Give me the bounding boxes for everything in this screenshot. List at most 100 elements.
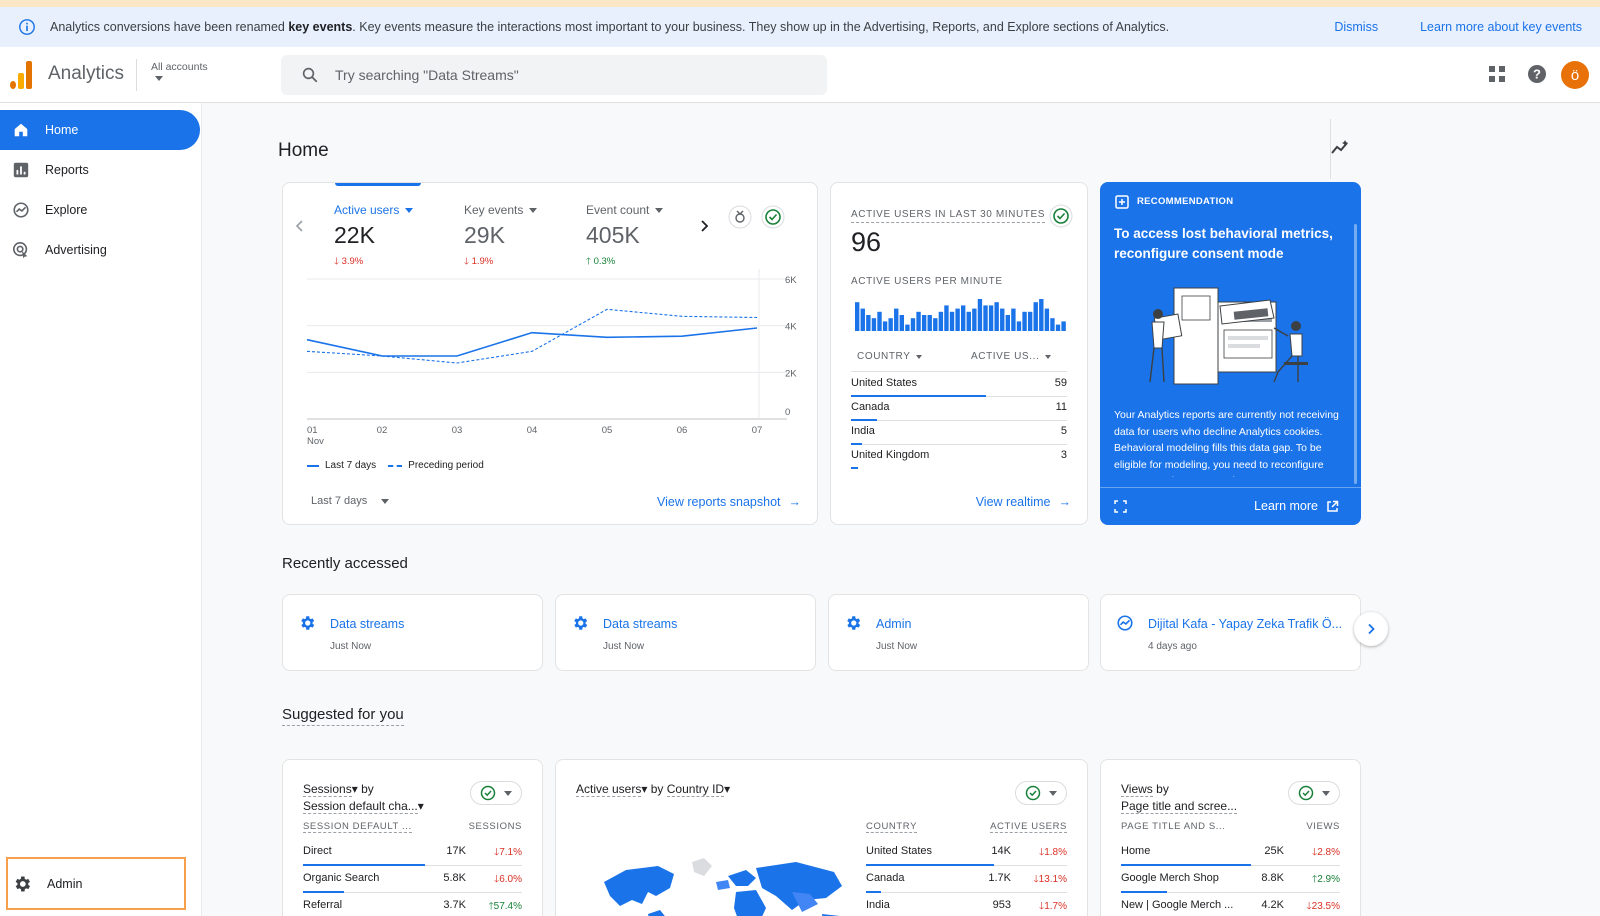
share-bar: [851, 467, 858, 469]
recent-item-time: Just Now: [603, 641, 645, 652]
table-row: Home 25K 🡓2.8%: [1121, 839, 1340, 866]
expand-icon[interactable]: [1114, 500, 1127, 513]
metric-change: 🡑 0.3%: [586, 256, 616, 267]
suggested-title: Suggested for you: [282, 706, 404, 726]
recent-item[interactable]: Data streams Just Now: [555, 594, 816, 671]
metric-key-events[interactable]: Key events 29K 🡓 1.9%: [464, 203, 538, 270]
sidebar-item-admin[interactable]: Admin: [6, 857, 186, 910]
minute-bar: [944, 305, 949, 331]
recent-item-title: Admin: [876, 617, 912, 631]
check-circle-icon[interactable]: [761, 205, 785, 229]
info-banner: Analytics conversions have been renamed …: [0, 7, 1600, 47]
table-row: New | Google Merch ... 4.2K 🡓23.5%: [1121, 899, 1340, 912]
chevron-right-icon[interactable]: [697, 219, 711, 233]
per-minute-bars: [855, 299, 1066, 331]
card-title[interactable]: Sessions▾ by Session default cha...▾: [303, 782, 424, 814]
minute-bar: [905, 324, 910, 331]
recommendation-headline: To access lost behavioral metrics, recon…: [1114, 226, 1333, 261]
learn-more-key-events-link[interactable]: Learn more about key events: [1420, 20, 1582, 34]
metric-label: Active users: [334, 203, 400, 217]
card-options[interactable]: [1015, 781, 1067, 805]
card-title[interactable]: Views by Page title and scree...: [1121, 782, 1238, 814]
minute-bar: [860, 308, 865, 331]
view-realtime-link[interactable]: View realtime →: [975, 495, 1072, 509]
chevron-left-icon[interactable]: [293, 219, 307, 233]
table-row: United Kingdom 3: [851, 445, 1067, 469]
recommendation-body: Your Analytics reports are currently not…: [1114, 409, 1339, 477]
help-icon[interactable]: ?: [1526, 63, 1548, 85]
table-row: United States 59: [851, 373, 1067, 397]
share-bar: [851, 443, 863, 445]
minute-bar: [988, 305, 994, 331]
avatar[interactable]: ö: [1561, 61, 1589, 89]
learn-more-button[interactable]: Learn more: [1254, 499, 1339, 513]
panel-divider: [1330, 119, 1331, 179]
recent-item[interactable]: Dijital Kafa - Yapay Zeka Trafik Ö... 4 …: [1100, 594, 1361, 671]
minute-bar: [899, 315, 905, 331]
share-bar: [851, 395, 986, 397]
recent-next-button[interactable]: [1354, 612, 1388, 646]
check-circle-icon[interactable]: [1049, 204, 1073, 228]
metric-event-count[interactable]: Event count 405K 🡑 0.3%: [586, 203, 664, 270]
account-selector[interactable]: All accounts: [151, 61, 208, 81]
table-row: United States 14K 🡓1.8%: [866, 839, 1067, 866]
scrollbar[interactable]: [1354, 224, 1357, 484]
minute-bar: [1044, 308, 1050, 331]
chevron-right-icon: [1368, 623, 1375, 635]
minute-bar: [882, 321, 888, 331]
col-country[interactable]: COUNTRY: [857, 351, 923, 362]
card-options[interactable]: [1288, 781, 1340, 805]
card-options[interactable]: [470, 781, 522, 805]
recommendation-icon: [1115, 195, 1129, 209]
check-circle-icon: [1298, 785, 1314, 801]
recent-item[interactable]: Admin Just Now: [828, 594, 1089, 671]
chevron-down-icon: [916, 354, 923, 359]
sidebar-item-home[interactable]: Home: [0, 110, 200, 150]
arrow-down-icon: 🡓: [1306, 901, 1312, 912]
view-reports-snapshot-link[interactable]: View reports snapshot →: [657, 495, 801, 509]
search-bar[interactable]: [281, 55, 827, 95]
col-header: VIEWS: [1306, 821, 1340, 832]
sidebar-item-advertising[interactable]: Advertising: [0, 230, 200, 270]
y-tick-label: 0: [785, 407, 790, 418]
dismiss-button[interactable]: Dismiss: [1334, 20, 1379, 34]
sidebar-item-reports[interactable]: Reports: [0, 150, 200, 190]
insights-badge-icon[interactable]: [728, 205, 752, 229]
y-tick-label: 6K: [785, 275, 797, 286]
table-row: India 5: [851, 421, 1067, 445]
recommendation-tag: RECOMMENDATION: [1137, 196, 1234, 207]
apps-grid-icon[interactable]: [1486, 63, 1508, 85]
chevron-down-icon: [1322, 790, 1330, 796]
analytics-logo[interactable]: [10, 61, 32, 89]
metric-value: 29K: [464, 222, 505, 248]
selected-metric-indicator: [335, 183, 421, 186]
recent-item-title: Data streams: [330, 617, 405, 631]
check-circle-icon: [480, 785, 496, 801]
explore-icon: [13, 202, 29, 218]
chevron-down-icon: [655, 207, 664, 213]
sidebar-item-explore[interactable]: Explore: [0, 190, 200, 230]
app-title: Analytics: [48, 63, 125, 84]
sidebar: Home Reports Explore Advertising Admin: [0, 103, 202, 916]
chevron-down-icon: [405, 207, 414, 213]
minute-bar: [866, 315, 871, 331]
table-row: Canada 1.7K 🡓13.1%: [866, 866, 1067, 893]
date-range-selector[interactable]: Last 7 days: [311, 495, 390, 507]
insights-icon[interactable]: [1330, 138, 1350, 158]
minute-bar: [877, 311, 882, 331]
x-tick-label: 02: [377, 425, 388, 436]
col-header: SESSIONS: [468, 821, 522, 832]
legend-dashed-swatch: [388, 464, 403, 467]
advertising-icon: [12, 241, 28, 259]
sidebar-item-label: Home: [45, 123, 79, 137]
minute-bar: [921, 315, 927, 331]
x-tick-label: 07: [752, 425, 763, 436]
search-input[interactable]: [335, 67, 775, 83]
metric-active-users[interactable]: Active users 22K 🡓 3.9%: [334, 203, 414, 270]
arrow-down-icon: 🡓: [334, 256, 339, 267]
card-title[interactable]: Active users▾ by Country ID▾: [576, 782, 731, 797]
recent-item[interactable]: Data streams Just Now: [282, 594, 543, 671]
col-active-users[interactable]: ACTIVE US...: [971, 351, 1052, 362]
arrow-right-icon: →: [1058, 495, 1072, 509]
minute-bar: [1022, 311, 1027, 331]
